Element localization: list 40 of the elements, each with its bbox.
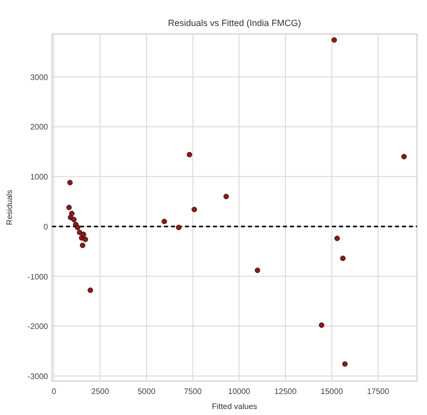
point xyxy=(71,216,77,222)
y-tick-label: -2000 xyxy=(28,322,49,332)
y-axis-title: Residuals xyxy=(5,190,14,226)
point xyxy=(80,232,86,238)
x-tick-label: 12500 xyxy=(274,387,298,396)
point xyxy=(331,37,337,43)
point xyxy=(254,268,260,274)
x-tick-label: 0 xyxy=(52,387,57,396)
x-tick-label: 5000 xyxy=(138,387,156,396)
point xyxy=(80,242,86,248)
point xyxy=(88,288,94,293)
point xyxy=(67,180,73,186)
y-tick-label: 3000 xyxy=(30,72,49,82)
chart-title: Residuals vs Fitted (India FMCG) xyxy=(168,18,302,28)
x-tick-label: 15000 xyxy=(320,387,344,396)
y-tick-label: -3000 xyxy=(28,372,49,382)
point xyxy=(318,322,324,328)
point xyxy=(401,154,407,160)
y-tick-label: 1000 xyxy=(30,172,49,182)
point xyxy=(66,204,72,210)
point xyxy=(176,224,182,230)
point xyxy=(82,236,88,242)
x-tick-label: 2500 xyxy=(91,387,110,396)
x-tick-label: 10000 xyxy=(228,387,251,396)
point xyxy=(192,206,197,212)
point xyxy=(69,210,75,216)
point xyxy=(74,224,80,230)
x-axis-title: Fitted values xyxy=(212,402,258,411)
y-tick-label: 2000 xyxy=(30,122,49,132)
point xyxy=(340,256,346,262)
point xyxy=(186,152,192,158)
point xyxy=(223,194,229,200)
point xyxy=(76,230,82,236)
y-tick-label: -1000 xyxy=(28,272,49,282)
point xyxy=(334,236,340,242)
point xyxy=(342,361,348,367)
y-tick-label: 0 xyxy=(44,222,49,232)
x-tick-label: 17500 xyxy=(366,387,390,396)
point xyxy=(162,218,167,224)
x-tick-label: 7500 xyxy=(184,387,202,396)
